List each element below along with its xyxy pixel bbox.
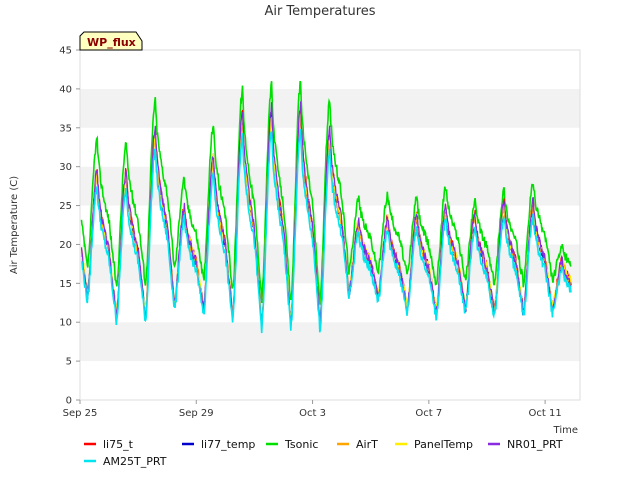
badge-label: WP_flux (87, 36, 136, 49)
legend-label: Tsonic (284, 438, 318, 451)
legend-label: PanelTemp (414, 438, 473, 451)
x-tick-label: Sep 29 (179, 408, 214, 419)
legend-item-li75-t: li75_t (84, 438, 134, 451)
series-lines (80, 80, 572, 334)
legend-label: AM25T_PRT (103, 455, 167, 468)
legend: li75_t li77_temp Tsonic AirT PanelTemp NR01_P… (84, 438, 563, 468)
y-tick-label: 10 (59, 318, 72, 329)
y-axis-label: Air Temperature (C) (9, 176, 20, 274)
legend-item-tsonic: Tsonic (266, 438, 318, 451)
grid-band (80, 244, 580, 284)
y-tick-label: 30 (59, 162, 72, 173)
y-tick-label: 20 (59, 240, 72, 251)
legend-item-paneltemp: PanelTemp (395, 438, 473, 451)
legend-label: AirT (356, 438, 378, 451)
legend-label: NR01_PRT (507, 438, 563, 451)
wp-flux-badge: WP_flux (79, 31, 143, 51)
y-tick-label: 35 (59, 123, 72, 134)
grid-band (80, 361, 580, 400)
y-tick-label: 45 (59, 46, 72, 57)
y-tick-label: 40 (59, 84, 72, 95)
y-tick-label: 15 (59, 279, 72, 290)
x-tick-label: Oct 11 (529, 408, 562, 419)
y-tick-label: 0 (66, 396, 72, 407)
x-tick-label: Oct 3 (299, 408, 326, 419)
y-tick-label: 25 (59, 201, 72, 212)
legend-item-airt: AirT (337, 438, 378, 451)
x-tick-label: Sep 25 (63, 408, 98, 419)
grid-band (80, 283, 580, 323)
legend-label: li77_temp (201, 438, 255, 451)
badge-box (79, 31, 143, 51)
x-tick-label: Oct 7 (415, 408, 442, 419)
chart-title: Air Temperatures (264, 4, 375, 19)
x-axis-label: Time (553, 425, 578, 436)
legend-item-li77-temp: li77_temp (182, 438, 255, 451)
grid-band (80, 322, 580, 362)
legend-item-am25t-prt: AM25T_PRT (84, 455, 167, 468)
series-line-tsonic (80, 80, 572, 305)
y-tick-label: 5 (66, 357, 72, 368)
y-axis-ticks: 0 5 10 15 20 25 30 35 40 45 (59, 46, 80, 407)
legend-item-nr01-prt: NR01_PRT (488, 438, 563, 451)
legend-label: li75_t (103, 438, 134, 451)
x-axis-ticks: Sep 25 Sep 29 Oct 3 Oct 7 Oct 11 (63, 400, 562, 419)
series-line-am25t-prt (80, 128, 572, 334)
plot-frame (79, 49, 581, 401)
grid-band (80, 50, 580, 89)
